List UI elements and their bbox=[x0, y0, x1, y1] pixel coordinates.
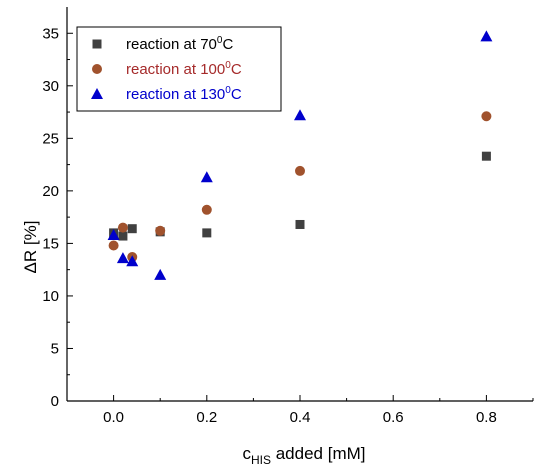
x-tick-label: 0.4 bbox=[290, 409, 311, 426]
data-point-square bbox=[481, 151, 491, 161]
y-tick-label: 0 bbox=[51, 393, 59, 410]
legend-entry-label: reaction at 1000C bbox=[126, 60, 242, 78]
data-point-triangle bbox=[200, 171, 213, 183]
x-tick-label: 0.8 bbox=[476, 409, 497, 426]
legend-entry-sup: 0 bbox=[225, 60, 231, 71]
data-point-triangle bbox=[294, 109, 306, 121]
y-tick-label: 25 bbox=[42, 130, 59, 147]
legend-marker-square bbox=[92, 39, 102, 49]
data-point-square bbox=[295, 219, 305, 229]
data-point-circle bbox=[155, 225, 166, 236]
x-tick-label: 0.6 bbox=[383, 409, 404, 426]
x-axis-title-sub: HIS bbox=[251, 453, 271, 467]
data-point-triangle bbox=[126, 255, 139, 267]
y-tick-label: 5 bbox=[51, 340, 59, 357]
x-axis-title: cHIS added [mM] bbox=[242, 444, 365, 467]
y-tick-label: 30 bbox=[42, 78, 59, 95]
ticks: 0.0 0.2 0.4 0.6 0.8 0 5 10 15 20 25 30 35 bbox=[42, 25, 534, 426]
data-point-circle bbox=[117, 222, 128, 233]
legend-box bbox=[76, 26, 282, 112]
data-point-circle bbox=[481, 111, 492, 122]
y-tick-label: 15 bbox=[42, 235, 59, 252]
legend-entry-rest: C bbox=[222, 36, 233, 53]
legend-entry-label: reaction at 1300C bbox=[126, 85, 242, 103]
y-axis-title: ΔR [%] bbox=[21, 221, 40, 274]
legend-entry-rest: C bbox=[231, 86, 242, 103]
data-point-circle bbox=[108, 240, 119, 251]
data-point-triangle bbox=[480, 30, 493, 42]
legend-entry-rest: C bbox=[231, 61, 242, 78]
legend-marker-triangle bbox=[91, 88, 103, 99]
data-point-triangle bbox=[116, 252, 129, 264]
legend-entry-main: reaction at 70 bbox=[126, 36, 217, 53]
legend-entry-main: reaction at 100 bbox=[126, 61, 225, 78]
x-tick-label: 0.0 bbox=[103, 409, 124, 426]
legend-entry-sup: 0 bbox=[225, 85, 231, 96]
data-point-square bbox=[118, 231, 128, 241]
y-tick-label: 35 bbox=[42, 25, 59, 42]
legend-entry-main: reaction at 130 bbox=[126, 86, 225, 103]
y-tick-label: 10 bbox=[42, 288, 59, 305]
y-tick-label: 20 bbox=[42, 183, 59, 200]
legend-marker-circle bbox=[92, 64, 102, 74]
x-axis-title-main: c bbox=[242, 444, 251, 463]
legend-entry-sup: 0 bbox=[217, 35, 223, 46]
data-marks bbox=[107, 30, 493, 280]
legend-entry-label: reaction at 700C bbox=[126, 35, 233, 53]
data-point-triangle bbox=[107, 228, 120, 240]
x-tick-label: 0.2 bbox=[196, 409, 217, 426]
data-point-square bbox=[202, 228, 212, 238]
data-point-circle bbox=[201, 204, 212, 215]
x-axis-title-rest: added [mM] bbox=[271, 444, 366, 463]
data-point-triangle bbox=[154, 268, 167, 280]
data-point-circle bbox=[295, 165, 305, 176]
data-point-square bbox=[127, 224, 137, 234]
